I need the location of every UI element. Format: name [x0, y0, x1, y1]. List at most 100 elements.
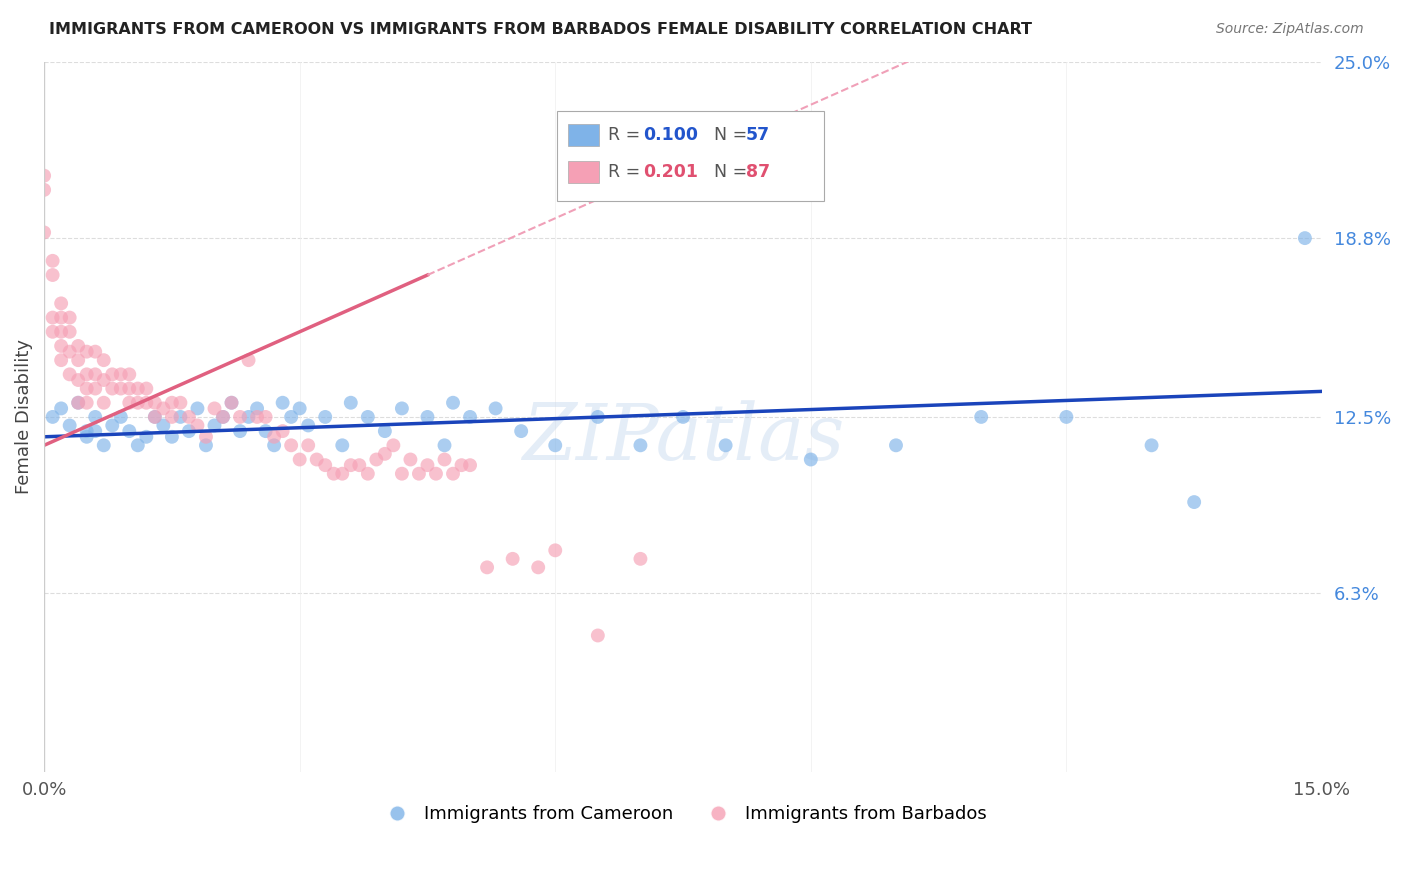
- Point: [49, 339, 72, 353]
- Point: [110, 368, 132, 382]
- Point: [93, 395, 115, 409]
- Point: [49, 401, 72, 416]
- Point: [238, 353, 260, 368]
- Point: [527, 560, 550, 574]
- Point: [425, 467, 447, 481]
- Point: [408, 467, 430, 481]
- Point: [357, 467, 380, 481]
- Text: N =: N =: [703, 163, 754, 181]
- Point: [586, 628, 609, 642]
- Point: [322, 467, 344, 481]
- Point: [41, 409, 63, 424]
- Point: [76, 382, 98, 396]
- Point: [59, 325, 82, 339]
- Point: [67, 395, 90, 409]
- Point: [41, 253, 63, 268]
- Point: [59, 310, 82, 325]
- Text: R =: R =: [607, 163, 645, 181]
- Point: [238, 409, 260, 424]
- Point: [160, 395, 183, 409]
- Point: [41, 325, 63, 339]
- Text: 0.100: 0.100: [643, 126, 697, 144]
- Point: [1182, 495, 1205, 509]
- Point: [67, 373, 90, 387]
- Point: [433, 452, 456, 467]
- Point: [263, 438, 285, 452]
- Point: [84, 409, 107, 424]
- Point: [433, 438, 456, 452]
- Point: [630, 438, 652, 452]
- Point: [204, 418, 226, 433]
- Point: [314, 409, 336, 424]
- Text: 57: 57: [745, 126, 769, 144]
- Point: [374, 424, 396, 438]
- Point: [441, 395, 464, 409]
- Point: [212, 409, 235, 424]
- Point: [135, 395, 157, 409]
- Point: [204, 401, 226, 416]
- Point: [330, 438, 353, 452]
- Point: [67, 353, 90, 368]
- Point: [135, 430, 157, 444]
- Point: [59, 368, 82, 382]
- Text: R =: R =: [607, 126, 645, 144]
- Point: [76, 424, 98, 438]
- Point: [127, 382, 149, 396]
- Point: [1140, 438, 1163, 452]
- Point: [714, 438, 737, 452]
- Point: [101, 368, 124, 382]
- Point: [630, 552, 652, 566]
- Point: [93, 373, 115, 387]
- Point: [76, 368, 98, 382]
- Point: [297, 438, 319, 452]
- Y-axis label: Female Disability: Female Disability: [15, 340, 32, 494]
- Point: [366, 452, 388, 467]
- Point: [221, 395, 243, 409]
- Point: [143, 409, 166, 424]
- Point: [49, 353, 72, 368]
- Point: [339, 395, 361, 409]
- Point: [458, 409, 481, 424]
- Point: [357, 409, 380, 424]
- Text: 0.201: 0.201: [643, 163, 697, 181]
- Point: [349, 458, 371, 473]
- Point: [118, 395, 141, 409]
- Point: [1054, 409, 1077, 424]
- Point: [800, 452, 823, 467]
- Point: [271, 424, 294, 438]
- Point: [127, 438, 149, 452]
- Point: [450, 458, 472, 473]
- Point: [229, 424, 252, 438]
- Point: [143, 409, 166, 424]
- Point: [59, 418, 82, 433]
- Point: [544, 438, 567, 452]
- Point: [160, 409, 183, 424]
- Point: [297, 418, 319, 433]
- Point: [76, 430, 98, 444]
- Point: [484, 401, 506, 416]
- Point: [271, 395, 294, 409]
- Point: [32, 226, 55, 240]
- Point: [475, 560, 498, 574]
- Point: [254, 424, 277, 438]
- Point: [382, 438, 405, 452]
- Point: [229, 409, 252, 424]
- Point: [246, 409, 269, 424]
- Point: [84, 344, 107, 359]
- Point: [93, 438, 115, 452]
- Point: [41, 310, 63, 325]
- Point: [441, 467, 464, 481]
- Point: [254, 409, 277, 424]
- Point: [458, 458, 481, 473]
- Point: [314, 458, 336, 473]
- Point: [263, 430, 285, 444]
- Point: [374, 447, 396, 461]
- Point: [416, 409, 439, 424]
- Point: [101, 382, 124, 396]
- Point: [84, 368, 107, 382]
- Point: [330, 467, 353, 481]
- Point: [110, 382, 132, 396]
- Point: [152, 401, 174, 416]
- Point: [399, 452, 422, 467]
- Point: [118, 368, 141, 382]
